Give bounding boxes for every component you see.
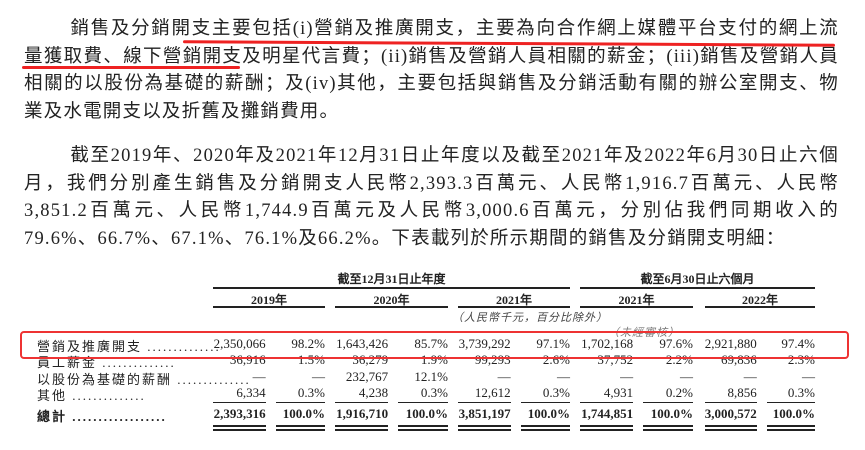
cell: 1,643,426	[336, 336, 389, 351]
cell: 3,739,292	[458, 336, 511, 351]
cell: 0.3%	[420, 385, 448, 400]
cell: 12,612	[474, 385, 511, 400]
cell: —	[743, 369, 757, 384]
cell: 100.0%	[282, 406, 325, 421]
cell: 4,238	[358, 385, 389, 400]
row-label: 總計 ..................	[37, 409, 167, 424]
year-header: 2021年	[618, 293, 655, 307]
cell: 2.6%	[542, 352, 570, 367]
year-header: 2020年	[373, 293, 410, 307]
cell: 100.0%	[772, 406, 815, 421]
cell: —	[680, 369, 693, 384]
cell: 0.3%	[542, 385, 570, 400]
cell: 0.2%	[665, 385, 693, 400]
cell: 97.1%	[536, 336, 570, 351]
cell: 100.0%	[405, 406, 448, 421]
row-label: 其他 ..............	[37, 388, 146, 403]
cell: 0.3%	[787, 385, 815, 400]
cell: —	[312, 369, 325, 384]
cell: 69,836	[720, 352, 757, 367]
table-row: 以股份為基礎的薪酬 .............. — —232,767 12.1% — —…	[0, 369, 865, 387]
paragraph-1: 銷售及分銷開支主要包括(i)營銷及推廣開支，主要為向合作網上媒體平台支付的網上流…	[24, 19, 839, 122]
paragraph-2: 截至2019年、2020年及2021年12月31日止年度以及截至2021年及20…	[24, 146, 839, 249]
row-label: 以股份為基礎的薪酬 ..............	[37, 372, 251, 387]
cell: —	[802, 369, 815, 384]
cell: 97.6%	[659, 336, 693, 351]
cell: 1,702,168	[581, 336, 634, 351]
table-row: 營銷及推廣開支 .............. 2,350,066 98.2% 1,64…	[0, 336, 865, 354]
cell: 3,851,197	[458, 406, 511, 421]
cell: 2,393,316	[213, 406, 266, 421]
cell: 37,752	[597, 352, 634, 367]
cell: —	[252, 369, 266, 384]
cell: 2,350,066	[213, 336, 266, 351]
cell: 2.2%	[665, 352, 693, 367]
cell: 1.5%	[297, 352, 325, 367]
cell: 2.3%	[787, 352, 815, 367]
cell: 6,334	[236, 385, 266, 400]
group-header-annual: 截至12月31日止年度	[337, 272, 446, 286]
cell: 98.2%	[291, 336, 325, 351]
red-box-annotation	[20, 331, 849, 359]
table-row: 其他 .............. 6,334 0.3% 4,238 0.3% 12,61…	[0, 385, 865, 403]
cell: 100.0%	[650, 406, 693, 421]
cell: —	[497, 369, 511, 384]
cell: 85.7%	[414, 336, 448, 351]
cell: 97.4%	[781, 336, 815, 351]
cell: 1,916,710	[336, 406, 389, 421]
cell: 4,931	[603, 385, 634, 400]
row-label: 營銷及推廣開支 ..............	[37, 339, 221, 354]
table-row: 總計 .................. 2,393,316 100.0% 1,91…	[0, 406, 865, 424]
cell: —	[557, 369, 570, 384]
cell: 1.9%	[420, 352, 448, 367]
group-header-six-months: 截至6月30日止六個月	[640, 272, 755, 286]
year-header: 2019年	[250, 293, 287, 307]
year-header: 2022年	[741, 293, 778, 307]
cell: 99,293	[474, 352, 511, 367]
cell: 2,921,880	[704, 336, 757, 351]
year-header: 2021年	[495, 293, 532, 307]
cell: 232,767	[345, 369, 389, 384]
cell: 1,744,851	[581, 406, 634, 421]
cell: 8,856	[727, 385, 757, 400]
cell: 36,916	[229, 352, 266, 367]
unit-note: （人民幣千元，百分比除外）	[452, 312, 608, 324]
cell: 3,000,572	[704, 406, 757, 421]
cell: 12.1%	[414, 369, 448, 384]
red-underline-annotation	[22, 66, 240, 69]
cell: 100.0%	[527, 406, 570, 421]
cell: 0.3%	[297, 385, 325, 400]
cell: 36,279	[352, 352, 389, 367]
unaudited-note: （未經審核）	[608, 327, 680, 339]
cell: —	[620, 369, 634, 384]
